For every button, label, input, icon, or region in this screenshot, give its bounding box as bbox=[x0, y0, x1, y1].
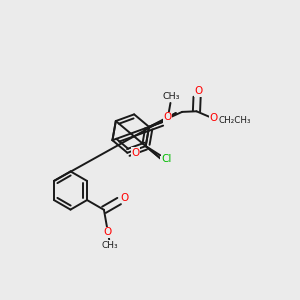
Text: O: O bbox=[131, 148, 140, 158]
Text: O: O bbox=[195, 86, 203, 96]
Text: CH₂CH₃: CH₂CH₃ bbox=[218, 116, 251, 125]
Text: O: O bbox=[209, 113, 218, 123]
Text: O: O bbox=[164, 112, 172, 122]
Text: Cl: Cl bbox=[161, 154, 172, 164]
Text: O: O bbox=[121, 193, 129, 203]
Text: O: O bbox=[160, 157, 169, 167]
Text: CH₃: CH₃ bbox=[163, 92, 180, 101]
Text: O: O bbox=[104, 227, 112, 237]
Text: CH₃: CH₃ bbox=[102, 241, 119, 250]
